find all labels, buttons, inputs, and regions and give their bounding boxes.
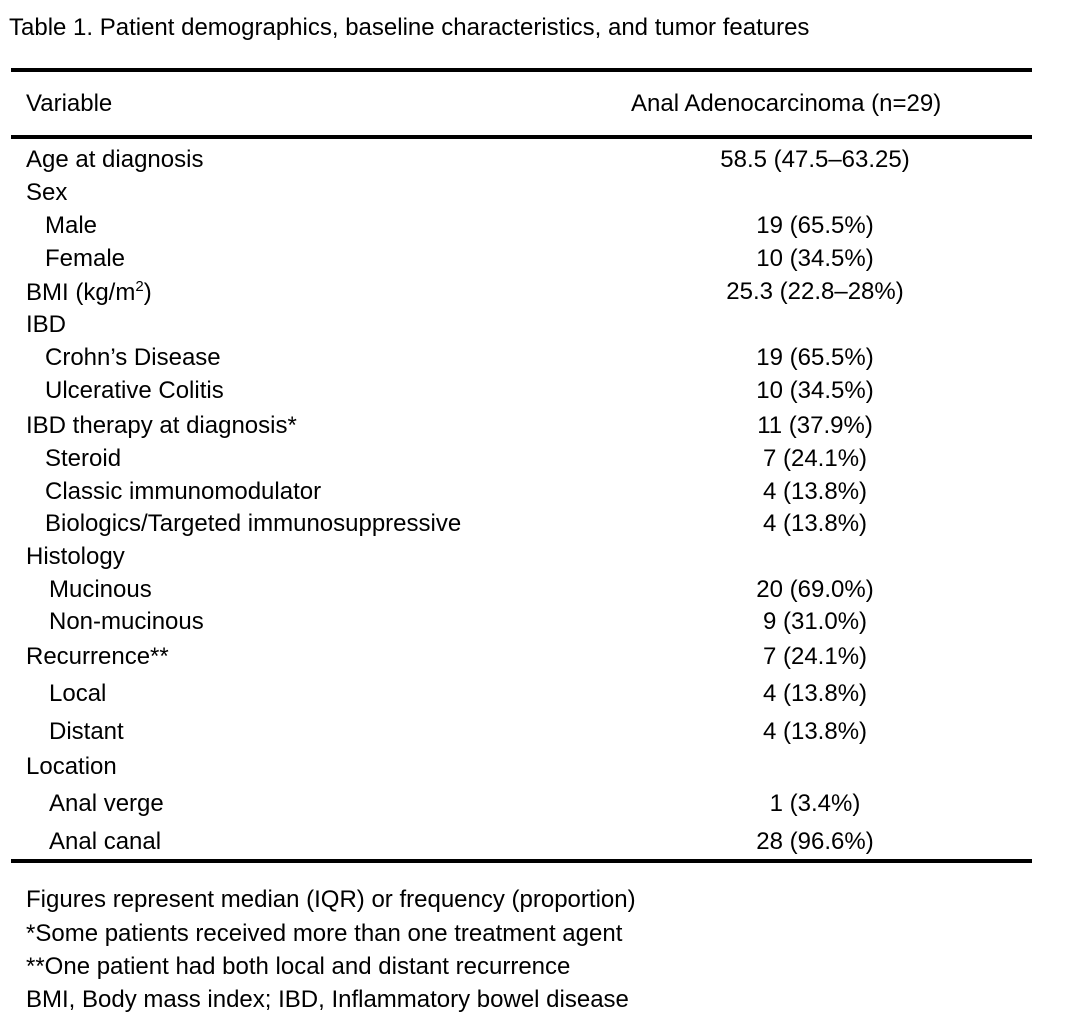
table-row: Non-mucinous 9 (31.0%)	[0, 608, 1075, 638]
header-rule	[11, 135, 1032, 139]
table-row: Sex	[0, 179, 1075, 209]
table-row: Recurrence** 7 (24.1%)	[0, 643, 1075, 673]
table-row: Mucinous 20 (69.0%)	[0, 576, 1075, 606]
row-label: Anal canal	[49, 828, 162, 855]
table-row: Location	[0, 753, 1075, 783]
row-label: BMI (kg/m2)	[26, 278, 152, 306]
table-row: Biologics/Targeted immunosuppressive 4 (1…	[0, 510, 1075, 540]
row-value: 11 (37.9%)	[757, 412, 873, 439]
row-label: Age at diagnosis	[26, 146, 204, 173]
table-row: Distant 4 (13.8%)	[0, 718, 1075, 748]
table-row: Classic immunomodulator 4 (13.8%)	[0, 478, 1075, 508]
row-value: 4 (13.8%)	[762, 510, 868, 537]
row-value: 1 (3.4%)	[769, 790, 861, 817]
row-value: 7 (24.1%)	[762, 445, 868, 472]
row-value: 20 (69.0%)	[756, 576, 874, 603]
row-label: Mucinous	[49, 576, 152, 603]
footnote: Figures represent median (IQR) or freque…	[26, 886, 636, 913]
table-caption: Table 1. Patient demographics, baseline …	[9, 14, 810, 41]
row-value: 58.5 (47.5–63.25)	[720, 146, 910, 173]
footnote: BMI, Body mass index; IBD, Inflammatory …	[26, 986, 629, 1013]
footnote: **One patient had both local and distant…	[26, 953, 571, 980]
row-label: Recurrence**	[26, 643, 169, 670]
table-row: Anal canal 28 (96.6%)	[0, 828, 1075, 858]
row-label: Biologics/Targeted immunosuppressive	[45, 510, 462, 537]
table-row: Age at diagnosis 58.5 (47.5–63.25)	[0, 146, 1075, 176]
row-label: IBD therapy at diagnosis*	[26, 412, 297, 439]
table-row: IBD therapy at diagnosis* 11 (37.9%)	[0, 412, 1075, 442]
row-label: Anal verge	[49, 790, 164, 817]
row-label: Steroid	[45, 445, 122, 472]
row-value: 4 (13.8%)	[762, 478, 868, 505]
row-label: Non-mucinous	[49, 608, 204, 635]
row-label: Ulcerative Colitis	[45, 377, 224, 404]
row-label: Sex	[26, 179, 68, 206]
row-label: Location	[26, 753, 117, 780]
row-label: Histology	[26, 543, 125, 570]
row-label: Female	[45, 245, 126, 272]
row-value: 4 (13.8%)	[762, 718, 868, 745]
row-label: Male	[45, 212, 98, 239]
bottom-rule	[11, 859, 1032, 863]
table-row: Male 19 (65.5%)	[0, 212, 1075, 242]
top-rule	[11, 68, 1032, 72]
table-row: Histology	[0, 543, 1075, 573]
row-value: 9 (31.0%)	[762, 608, 868, 635]
table-row: Crohn’s Disease 19 (65.5%)	[0, 344, 1075, 374]
row-value: 28 (96.6%)	[756, 828, 874, 855]
row-value: 10 (34.5%)	[756, 245, 874, 272]
row-label: Distant	[49, 718, 124, 745]
table-row: Steroid 7 (24.1%)	[0, 445, 1075, 475]
table-row: Local 4 (13.8%)	[0, 680, 1075, 710]
row-value: 7 (24.1%)	[762, 643, 868, 670]
footnote: *Some patients received more than one tr…	[26, 920, 623, 947]
row-value: 19 (65.5%)	[756, 212, 874, 239]
table-row: BMI (kg/m2) 25.3 (22.8–28%)	[0, 278, 1075, 308]
row-label: Classic immunomodulator	[45, 478, 322, 505]
header-variable: Variable	[26, 90, 113, 117]
table-row: Female 10 (34.5%)	[0, 245, 1075, 275]
header-group: Anal Adenocarcinoma (n=29)	[631, 90, 942, 117]
row-value: 25.3 (22.8–28%)	[726, 278, 904, 305]
row-value: 4 (13.8%)	[762, 680, 868, 707]
row-label: Crohn’s Disease	[45, 344, 221, 371]
table-row: IBD	[0, 311, 1075, 341]
row-value: 10 (34.5%)	[756, 377, 874, 404]
row-label: IBD	[26, 311, 67, 338]
table-row: Anal verge 1 (3.4%)	[0, 790, 1075, 820]
row-value: 19 (65.5%)	[756, 344, 874, 371]
table-row: Ulcerative Colitis 10 (34.5%)	[0, 377, 1075, 407]
row-label: Local	[49, 680, 107, 707]
